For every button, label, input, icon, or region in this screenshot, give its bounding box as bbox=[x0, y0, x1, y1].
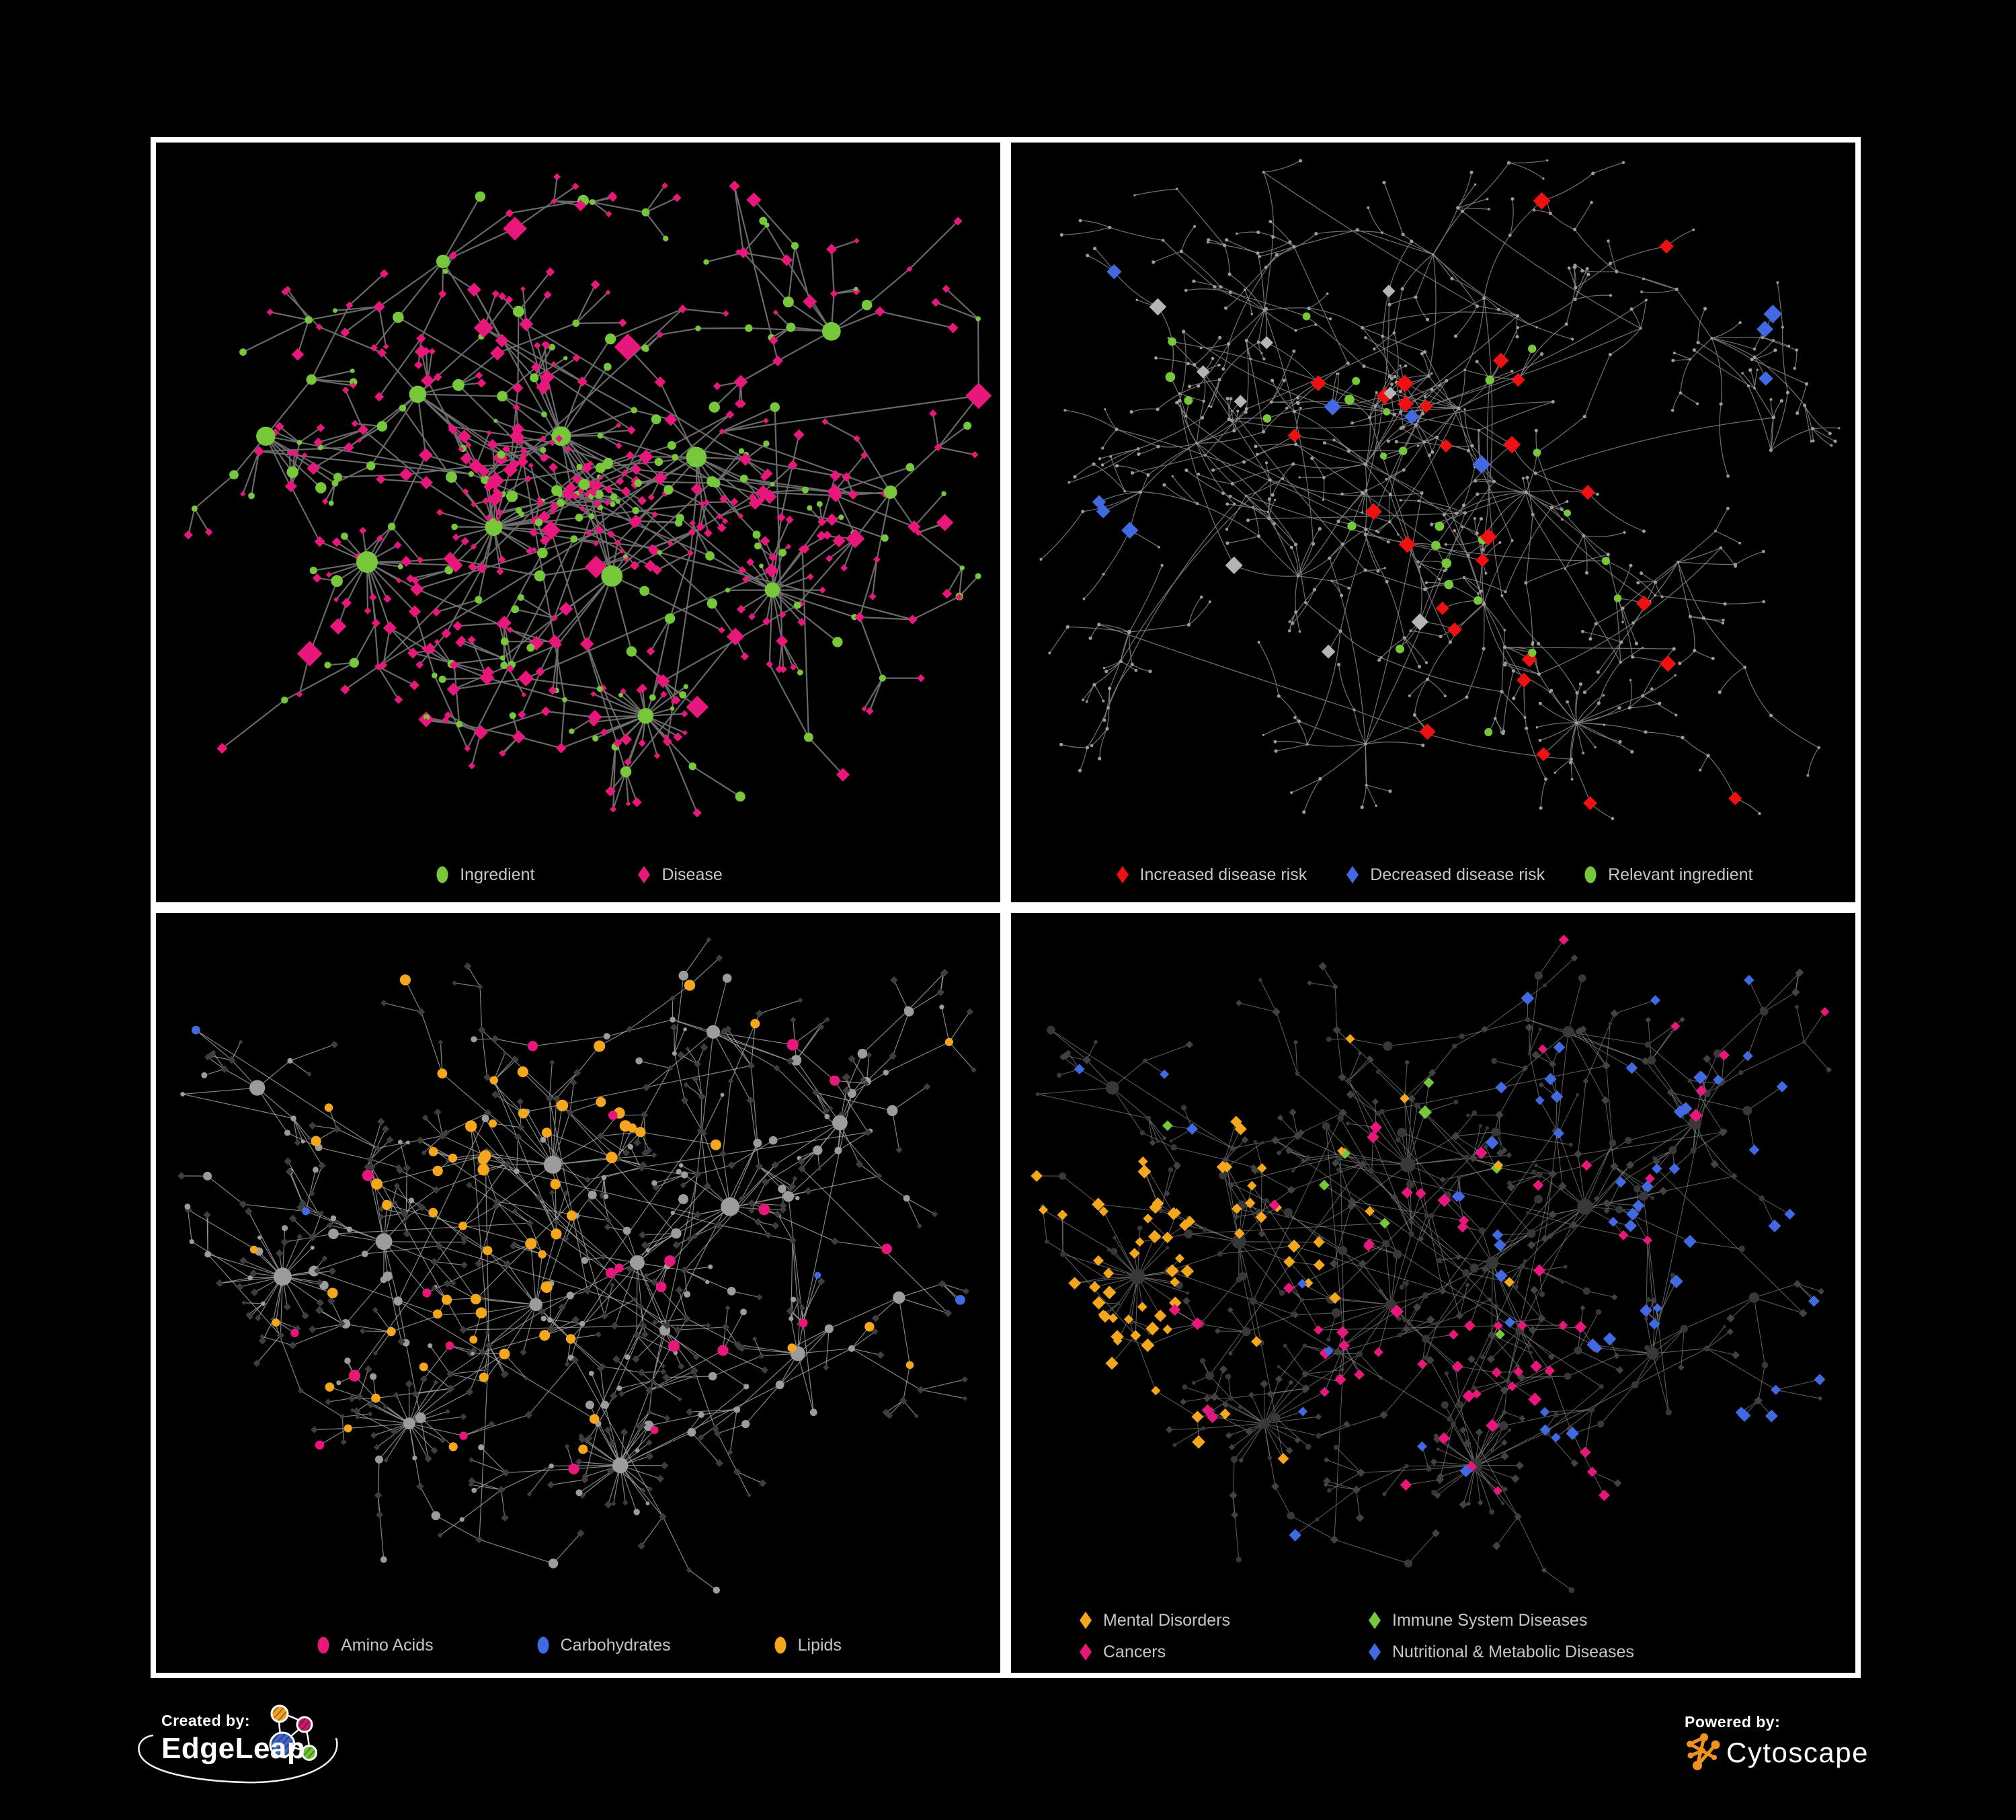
disease-risk-network-canvas bbox=[1039, 159, 1841, 820]
legend-item-increased-disease-risk: Increased disease risk bbox=[1114, 865, 1307, 885]
cancers-diamond-icon bbox=[1080, 1643, 1092, 1661]
cytoscape-logo-icon bbox=[1687, 1733, 1720, 1770]
legend-item-nutritional-metabolic-diseases: Nutritional & Metabolic Diseases bbox=[1366, 1642, 1789, 1662]
legend-label: Increased disease risk bbox=[1139, 865, 1307, 884]
legend-item-mental-disorders: Mental Disorders bbox=[1077, 1610, 1366, 1630]
legend-label: Immune System Diseases bbox=[1392, 1610, 1588, 1630]
relevant-ingredient-circle-icon bbox=[1584, 866, 1597, 883]
decreased-disease-risk-diamond-icon bbox=[1346, 866, 1359, 883]
graph-nodes bbox=[184, 173, 992, 818]
panel-disease-risk: Increased disease risk Decreased disease … bbox=[1006, 137, 1861, 908]
legend-label: Disease bbox=[661, 865, 723, 884]
legend-item-amino-acids: Amino Acids bbox=[315, 1635, 434, 1655]
cytoscape-wordmark: Cytoscape bbox=[1726, 1737, 1869, 1768]
legend-item-lipids: Lipids bbox=[772, 1635, 842, 1655]
disease-diamond-icon bbox=[638, 866, 651, 883]
lipids-circle-icon bbox=[774, 1636, 787, 1654]
edgeleap-credit: Created by: bbox=[138, 1704, 450, 1813]
legend-item-immune-system-diseases: Immune System Diseases bbox=[1366, 1610, 1789, 1630]
disease-categories-network-canvas bbox=[1031, 935, 1832, 1593]
legend-item-relevant-ingredient: Relevant ingredient bbox=[1582, 865, 1753, 885]
graph-nodes bbox=[1039, 159, 1841, 820]
legend-label: Relevant ingredient bbox=[1608, 865, 1753, 884]
edgeleap-wordmark: EdgeLeap bbox=[161, 1732, 306, 1765]
graph-edges bbox=[188, 176, 979, 814]
powered-by-label: Powered by: bbox=[1685, 1713, 1781, 1731]
disease-categories-legend: Mental Disorders Immune System Diseases Ca… bbox=[1011, 1610, 1855, 1662]
legend-label: Carbohydrates bbox=[560, 1635, 671, 1655]
ingredient-categories-legend: Amino Acids Carbohydrates Lipids bbox=[156, 1635, 1000, 1655]
legend-item-carbohydrates: Carbohydrates bbox=[534, 1635, 671, 1655]
legend-label: Cancers bbox=[1103, 1642, 1166, 1661]
increased-disease-risk-diamond-icon bbox=[1116, 866, 1129, 883]
legend-label: Lipids bbox=[797, 1635, 842, 1655]
cytoscape-credit: Powered by: Cytoscape bbox=[1685, 1713, 1869, 1773]
panel-ingredient-disease: Ingredient Disease bbox=[151, 137, 1006, 908]
legend-item-disease: Disease bbox=[635, 865, 723, 885]
legend-label: Ingredient bbox=[460, 865, 535, 884]
disease-risk-legend: Increased disease risk Decreased disease … bbox=[1011, 865, 1855, 885]
legend-label: Amino Acids bbox=[341, 1635, 434, 1655]
nutritional-metabolic-diseases-diamond-icon bbox=[1369, 1643, 1381, 1661]
mental-disorders-diamond-icon bbox=[1080, 1612, 1092, 1629]
ingredient-circle-icon bbox=[436, 866, 448, 883]
graph-edges bbox=[1041, 159, 1839, 819]
panels-grid: Ingredient Disease Increased disease risk… bbox=[151, 137, 1861, 1678]
legend-item-cancers: Cancers bbox=[1077, 1642, 1366, 1662]
graph-nodes bbox=[177, 937, 977, 1594]
created-by-label: Created by: bbox=[161, 1712, 251, 1729]
carbohydrates-circle-icon bbox=[537, 1636, 549, 1654]
legend-label: Nutritional & Metabolic Diseases bbox=[1392, 1642, 1634, 1661]
panel-disease-categories: Mental Disorders Immune System Diseases Ca… bbox=[1006, 908, 1861, 1678]
legend-item-ingredient: Ingredient bbox=[434, 865, 534, 885]
amino-acids-circle-icon bbox=[317, 1636, 329, 1654]
legend-item-decreased-disease-risk: Decreased disease risk bbox=[1344, 865, 1545, 885]
immune-system-diseases-diamond-icon bbox=[1369, 1612, 1381, 1629]
graph-nodes bbox=[1031, 935, 1832, 1593]
legend-label: Decreased disease risk bbox=[1370, 865, 1545, 884]
legend-label: Mental Disorders bbox=[1103, 1610, 1230, 1630]
ingredient-categories-network-canvas bbox=[177, 937, 977, 1594]
ingredient-disease-network-canvas bbox=[184, 173, 992, 818]
panel-ingredient-categories: Amino Acids Carbohydrates Lipids bbox=[151, 908, 1006, 1678]
ingredient-disease-legend: Ingredient Disease bbox=[156, 865, 1000, 885]
